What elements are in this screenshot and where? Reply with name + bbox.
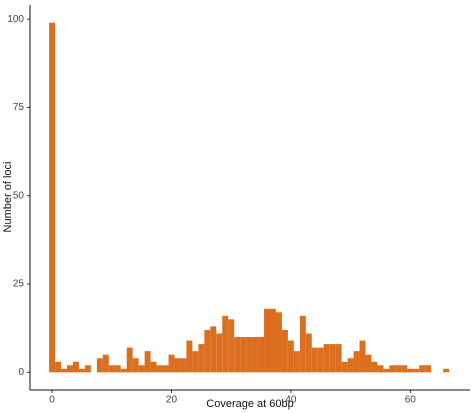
bar bbox=[365, 354, 372, 373]
bar bbox=[252, 337, 259, 373]
bar bbox=[258, 337, 265, 373]
bar bbox=[150, 361, 157, 373]
bar bbox=[120, 368, 127, 373]
bar bbox=[377, 365, 384, 373]
bar bbox=[270, 308, 276, 373]
bar bbox=[443, 368, 450, 373]
bar bbox=[311, 347, 318, 373]
bar bbox=[78, 368, 85, 373]
bar bbox=[72, 361, 79, 373]
bar bbox=[246, 337, 253, 373]
x-tick-label: 40 bbox=[285, 395, 297, 406]
bar bbox=[84, 365, 91, 373]
bar bbox=[210, 326, 217, 373]
bar bbox=[317, 347, 324, 373]
bar bbox=[192, 351, 199, 373]
bar bbox=[383, 368, 390, 373]
bar bbox=[138, 365, 145, 373]
bar bbox=[228, 319, 235, 373]
bar bbox=[359, 340, 366, 373]
bar bbox=[281, 329, 288, 373]
bar bbox=[162, 365, 169, 373]
bar bbox=[335, 344, 342, 373]
bar bbox=[132, 358, 139, 373]
bar bbox=[61, 368, 68, 373]
bar bbox=[234, 337, 241, 373]
bar bbox=[389, 365, 396, 373]
y-tick-label: 25 bbox=[13, 279, 25, 290]
bar bbox=[114, 365, 121, 373]
bar bbox=[126, 347, 133, 373]
bar bbox=[341, 361, 348, 373]
y-axis-title: Number of loci bbox=[2, 162, 14, 233]
x-axis-title: Coverage at 60bp bbox=[206, 398, 293, 410]
bar bbox=[168, 354, 175, 373]
bar bbox=[198, 344, 205, 373]
bar bbox=[275, 312, 282, 373]
bar bbox=[108, 365, 115, 373]
bar bbox=[67, 365, 73, 373]
bar bbox=[329, 344, 336, 373]
bar bbox=[407, 368, 414, 373]
x-tick-label: 0 bbox=[49, 395, 55, 406]
bar bbox=[353, 351, 360, 373]
bar bbox=[347, 358, 354, 373]
bar bbox=[240, 337, 247, 373]
bar bbox=[216, 333, 223, 373]
bar bbox=[264, 308, 270, 373]
bar bbox=[371, 361, 378, 373]
bar bbox=[144, 351, 151, 373]
bar bbox=[305, 333, 312, 373]
bar bbox=[186, 340, 193, 373]
bar bbox=[204, 329, 211, 373]
bar bbox=[174, 358, 181, 373]
bar bbox=[180, 358, 187, 373]
bar bbox=[156, 365, 163, 373]
y-tick-label: 0 bbox=[18, 367, 24, 378]
bar bbox=[293, 351, 300, 373]
bar bbox=[222, 315, 229, 373]
bar bbox=[287, 340, 294, 373]
bar bbox=[425, 365, 432, 373]
bar bbox=[299, 315, 306, 373]
y-tick-label: 75 bbox=[13, 102, 25, 113]
y-tick-label: 100 bbox=[7, 14, 24, 25]
y-tick-label: 50 bbox=[13, 190, 25, 201]
bar bbox=[413, 368, 420, 373]
bar bbox=[395, 365, 402, 373]
bar bbox=[102, 354, 109, 373]
bar bbox=[401, 365, 408, 373]
bar bbox=[96, 358, 103, 373]
x-tick-label: 20 bbox=[166, 395, 178, 406]
bar bbox=[323, 344, 330, 373]
bar bbox=[419, 365, 426, 373]
x-tick-label: 60 bbox=[405, 395, 417, 406]
bar bbox=[49, 22, 56, 373]
bar bbox=[55, 361, 62, 373]
